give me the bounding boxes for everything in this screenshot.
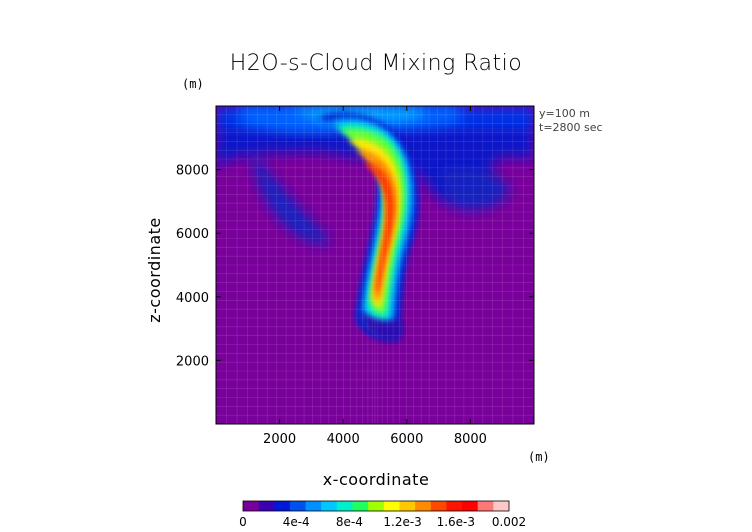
x-tick-label: 8000: [454, 432, 487, 447]
y-axis-label: z-coordinate: [145, 217, 164, 323]
x-tick-label: 6000: [390, 432, 423, 447]
colorbar-swatch: [352, 501, 369, 511]
x-axis-label: x-coordinate: [323, 470, 430, 489]
colorbar-swatch: [462, 501, 479, 511]
colorbar-tick-label: 8e-4: [336, 515, 363, 529]
colorbar-swatch: [446, 501, 463, 511]
x-tick-label: 4000: [327, 432, 360, 447]
model-grid-lines: [216, 106, 534, 424]
y-axis-ticks: 2000 4000 6000 8000: [176, 164, 534, 369]
plot-area: [216, 106, 534, 424]
colorbar: 0 4e-4 8e-4 1.2e-3 1.6e-3 0.002: [239, 500, 526, 529]
annotation-y-slice: y=100 m: [539, 107, 590, 120]
y-tick-label: 2000: [176, 354, 209, 369]
colorbar-tick-label: 0.002: [492, 515, 526, 529]
plume-core-layer: [364, 161, 394, 296]
colorbar-tick-label: 4e-4: [283, 515, 310, 529]
y-tick-label: 8000: [176, 164, 209, 179]
colorbar-swatch: [305, 501, 322, 511]
colorbar-frame: [242, 500, 510, 512]
colorbar-swatch: [258, 501, 275, 511]
colorbar-swatch: [289, 501, 307, 511]
x-unit-label: (m): [528, 450, 550, 464]
colorbar-swatch: [274, 501, 291, 511]
x-tick-label: 2000: [263, 432, 296, 447]
colorbar-swatch: [321, 501, 338, 511]
colorbar-swatch: [399, 501, 416, 511]
plot-frame: [215, 105, 535, 425]
colorbar-swatch: [383, 501, 400, 511]
colorbar-swatch: [493, 501, 510, 511]
y-tick-label: 4000: [176, 291, 209, 306]
plume-base-skirt: [360, 310, 404, 342]
y-tick-label: 6000: [176, 227, 209, 242]
colorbar-swatch: [368, 501, 385, 511]
colorbar-swatch: [430, 501, 447, 511]
annotation-time: t=2800 sec: [539, 121, 603, 134]
colorbar-tick-label: 0: [239, 515, 247, 529]
x-axis-ticks: 2000 4000 6000 8000: [263, 106, 487, 447]
colorbar-swatch: [243, 501, 260, 511]
colorbar-swatch: [477, 501, 494, 511]
chart-title: H2O-s-Cloud Mixing Ratio: [230, 51, 523, 76]
colorbar-tick-label: 1.2e-3: [383, 515, 421, 529]
colorbar-swatch: [336, 501, 354, 511]
y-unit-label: (m): [182, 77, 204, 91]
colorbar-swatch: [415, 501, 432, 511]
colorbar-tick-label: 1.6e-3: [437, 515, 475, 529]
